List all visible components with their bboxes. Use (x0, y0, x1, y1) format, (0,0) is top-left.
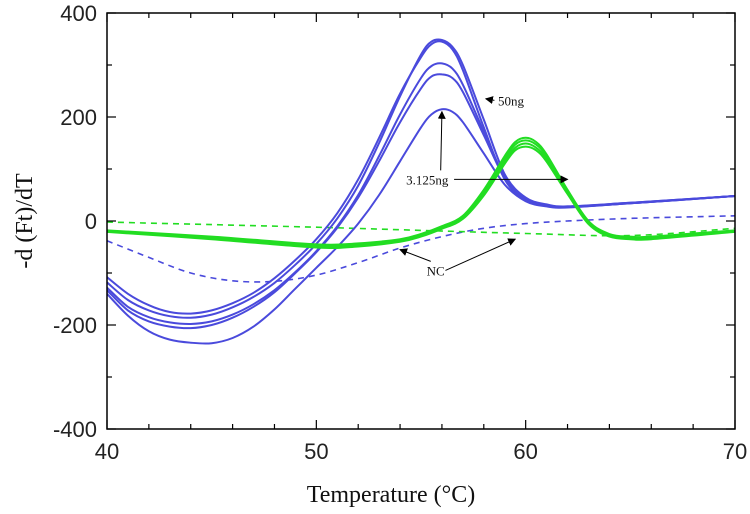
x-tick-label: 50 (304, 439, 328, 464)
annotation-label: 50ng (498, 93, 525, 108)
y-axis-title: -d (Ft)/dT (12, 173, 38, 269)
x-axis-title: Temperature (°C) (307, 482, 476, 508)
axes: 40 50 60 70 -400 -200 0 200 400 (53, 1, 747, 464)
annotation-arrow (437, 110, 446, 171)
series-line-green-1 (107, 136, 735, 246)
plot-area (107, 38, 735, 345)
series-line-NC-blue (107, 215, 735, 283)
series-line-blue-2 (107, 38, 735, 319)
series-line-blue-3 (107, 62, 735, 326)
x-tick-label: 60 (513, 439, 537, 464)
y-tick-label: 0 (85, 209, 97, 234)
y-tick-label: 200 (60, 105, 97, 130)
series-line-green-2 (107, 139, 735, 247)
x-tick-label: 70 (723, 439, 747, 464)
annotation-arrow (445, 238, 517, 271)
annotation-label: 3.125ng (406, 172, 449, 187)
series-line-green-4 (107, 145, 735, 249)
series-line-NC-green (107, 221, 735, 237)
series-line-green-3 (107, 142, 735, 248)
plot-frame (106, 12, 736, 430)
y-tick-label: 400 (60, 1, 97, 26)
x-tick-label: 40 (95, 439, 119, 464)
annotation-arrow (399, 248, 431, 262)
y-tick-label: -200 (53, 313, 97, 338)
annotation-arrow (484, 96, 495, 104)
y-tick-label: -400 (53, 417, 97, 442)
annotations: 50ng 3.125ng NC (399, 93, 569, 278)
series-line-blue-5 (107, 108, 735, 345)
annotation-label: NC (427, 263, 445, 278)
